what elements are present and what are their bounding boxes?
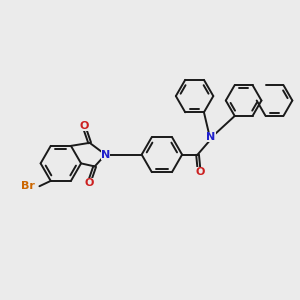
Text: N: N (101, 150, 110, 160)
Text: O: O (85, 178, 94, 188)
Text: O: O (196, 167, 205, 177)
Text: N: N (206, 132, 216, 142)
Text: O: O (80, 121, 89, 131)
Text: Br: Br (20, 181, 34, 191)
